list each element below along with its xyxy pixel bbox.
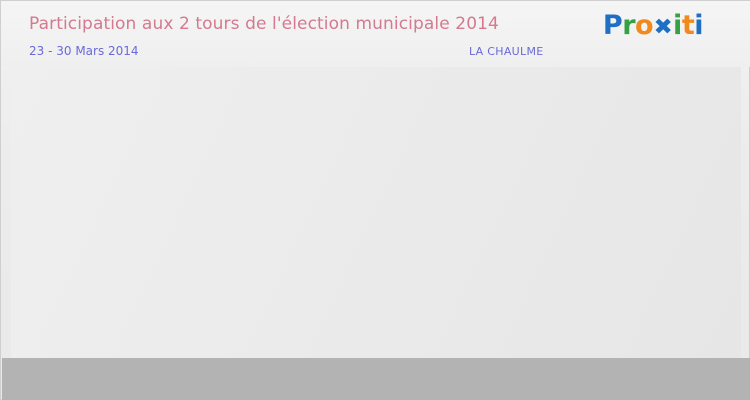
chart-title: Participation aux 2 tours de l'élection … xyxy=(29,14,499,34)
logo-letter-2: o xyxy=(635,10,654,41)
logo-letter-5: t xyxy=(681,10,695,41)
category-label-band xyxy=(2,358,750,400)
chart-header: Participation aux 2 tours de l'élection … xyxy=(1,1,750,67)
proxiti-logo[interactable]: Pro✖iti xyxy=(602,10,704,43)
logo-letter-3: ✖ xyxy=(653,15,673,40)
plot-background xyxy=(11,67,741,391)
plot-area xyxy=(11,67,741,391)
logo-letter-6: i xyxy=(694,10,703,41)
logo-letter-1: r xyxy=(622,10,636,41)
location-label: LA CHAULME xyxy=(469,45,544,58)
logo-letter-4: i xyxy=(673,10,682,41)
logo-letter-0: P xyxy=(602,10,623,41)
chart-subtitle: 23 - 30 Mars 2014 xyxy=(29,44,139,58)
